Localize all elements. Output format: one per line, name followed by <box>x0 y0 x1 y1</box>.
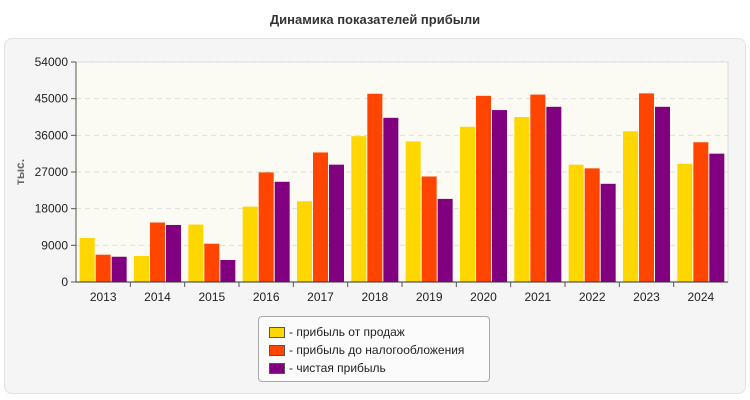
bar <box>111 256 127 282</box>
bar <box>95 254 111 282</box>
bar <box>405 141 421 282</box>
bar <box>709 153 725 282</box>
y-tick-label: 18000 <box>35 202 69 216</box>
bar <box>204 243 220 282</box>
chart-title: Динамика показателей прибыли <box>269 12 481 27</box>
bar <box>258 172 274 282</box>
bar <box>274 181 290 282</box>
bar <box>421 176 437 282</box>
y-tick-label: 0 <box>61 275 68 289</box>
x-tick-label: 2014 <box>144 290 171 304</box>
bar <box>546 106 562 282</box>
x-tick-label: 2024 <box>687 290 714 304</box>
bar <box>476 95 491 282</box>
x-tick-label: 2016 <box>253 290 280 304</box>
bar <box>655 106 670 282</box>
legend-item: - прибыль до налогообложения <box>269 341 489 359</box>
bar <box>383 117 399 282</box>
y-tick-label: 9000 <box>41 238 68 252</box>
bar <box>297 201 312 282</box>
bar <box>530 94 546 282</box>
bar <box>220 260 236 282</box>
legend-swatch <box>269 326 285 338</box>
legend-item: - чистая прибыль <box>269 359 489 377</box>
bar <box>166 224 181 282</box>
y-tick-label: 45000 <box>35 92 69 106</box>
x-tick-label: 2023 <box>633 290 660 304</box>
x-tick-label: 2021 <box>524 290 551 304</box>
legend-label: - прибыль до налогообложения <box>289 343 465 357</box>
legend-swatch <box>269 344 285 356</box>
legend-label: - прибыль от продаж <box>289 325 405 339</box>
x-tick-label: 2015 <box>198 290 225 304</box>
bar <box>460 126 475 283</box>
grid <box>76 61 728 246</box>
bar <box>329 164 344 282</box>
bar <box>639 93 654 283</box>
y-tick-label: 36000 <box>35 128 69 142</box>
bar <box>492 110 507 283</box>
x-ticks: 2013 2014 2015 2016 2017 2018 2019 2020 2021 2022… <box>90 282 715 304</box>
x-tick-label: 2013 <box>90 290 117 304</box>
bar <box>437 198 453 282</box>
y-tick-label: 54000 <box>35 55 69 69</box>
x-tick-label: 2020 <box>470 290 497 304</box>
bar <box>693 142 709 282</box>
bar <box>514 117 530 282</box>
bar <box>150 222 165 282</box>
bar <box>351 136 367 282</box>
legend-label: - чистая прибыль <box>289 361 386 375</box>
y-tick-label: 27000 <box>35 165 69 179</box>
bar <box>313 152 328 282</box>
y-axis-label: тыс. <box>13 159 27 185</box>
x-tick-label: 2017 <box>307 290 334 304</box>
x-tick-label: 2022 <box>579 290 606 304</box>
legend-item: - прибыль от продаж <box>269 323 489 341</box>
bar <box>584 168 600 282</box>
bar <box>79 238 95 282</box>
bar <box>677 163 693 282</box>
x-tick-label: 2019 <box>416 290 443 304</box>
bar <box>188 224 204 282</box>
bar <box>600 183 616 282</box>
bar <box>568 164 584 282</box>
y-ticks: 0 9000 18000 27000 36000 45000 54000 <box>35 55 76 289</box>
legend-swatch <box>269 362 285 374</box>
bar <box>134 255 149 282</box>
bar <box>367 93 383 283</box>
legend: - прибыль от продаж - прибыль до налогооб… <box>258 316 490 382</box>
bar <box>623 131 638 282</box>
bar <box>242 206 258 282</box>
x-tick-label: 2018 <box>361 290 388 304</box>
bars <box>79 93 725 283</box>
